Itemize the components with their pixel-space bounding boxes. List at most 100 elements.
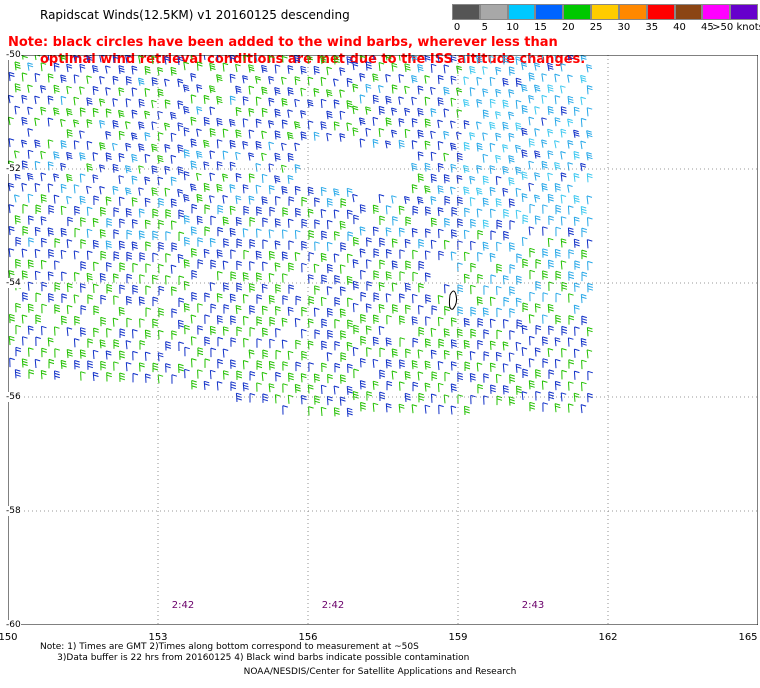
wind-barb [138,98,145,108]
wind-barb [9,357,15,368]
wind-barb [236,370,243,381]
wind-barb [398,227,405,237]
wind-barb [437,295,444,305]
wind-barb [456,65,463,74]
wind-barb [191,380,198,390]
wind-barb [79,195,86,205]
wind-barb [294,229,301,240]
wind-barb [54,282,61,292]
wind-barb [60,140,67,149]
wind-barb [567,74,573,83]
wind-barb [567,227,574,237]
wind-barb [216,74,223,83]
wind-barb [339,110,346,120]
wind-barb [490,230,497,240]
wind-barb [92,371,99,382]
wind-barb [495,175,502,186]
wind-barb [262,349,269,359]
wind-barb [112,55,119,63]
wind-barb [183,106,190,115]
wind-barb [321,274,328,285]
wind-barb [359,380,366,390]
wind-barb [391,348,398,358]
wind-barb [190,116,197,126]
wind-barb [411,316,418,326]
wind-barb [411,140,418,150]
wind-barb [548,281,554,291]
wind-barb [372,226,379,236]
wind-barb [48,358,55,369]
longitude-label: 165 [738,632,758,643]
wind-barb [340,330,347,340]
wind-barb [48,205,55,215]
wind-barb [463,99,470,108]
legend-swatch [563,4,592,20]
wind-barb [222,260,229,270]
wind-barb [152,296,159,307]
wind-barb [158,285,165,296]
wind-barb [183,215,190,225]
wind-barb [281,98,288,107]
wind-barb [463,141,470,152]
wind-barb [34,183,41,193]
wind-barb [294,164,301,174]
wind-barb [73,294,80,304]
wind-barb [197,325,203,335]
wind-barb [373,314,379,324]
wind-barb [138,121,145,130]
wind-barb [489,121,496,130]
wind-barb [132,284,139,295]
wind-barb [379,237,385,248]
wind-barb [34,248,41,259]
wind-barb [346,341,353,351]
wind-barb [476,55,483,64]
wind-barb [386,380,393,391]
wind-barb [275,349,282,360]
wind-barb [93,195,100,206]
wind-barb [216,249,223,259]
wind-barb [314,329,321,339]
wind-barb [314,219,320,229]
wind-barb [294,76,301,86]
wind-barb [196,215,203,225]
wind-barb [360,55,366,60]
wind-barb [164,56,171,65]
wind-barb [236,260,242,271]
wind-barb [567,140,574,149]
wind-barb [66,108,73,117]
wind-barb [555,226,562,237]
wind-barb [113,339,120,349]
wind-barb [352,105,359,115]
wind-barb [469,132,476,141]
wind-barb [477,252,483,262]
wind-barb [385,249,392,259]
wind-barb [275,306,281,316]
wind-barb [275,328,281,338]
wind-barb [586,195,593,205]
wind-barb [587,392,593,403]
wind-barb [262,261,268,271]
wind-barb [320,209,327,219]
wind-barb [21,116,28,126]
wind-barb [256,228,262,238]
wind-barb [54,348,60,358]
wind-barb [437,207,444,217]
wind-barb [190,55,193,60]
wind-barb [489,362,496,372]
wind-barb [275,284,281,294]
wind-barb [554,358,561,369]
wind-barb [40,370,47,380]
wind-barb [216,161,223,171]
wind-barb [404,392,411,402]
wind-barb [451,207,458,217]
wind-barb [424,140,431,150]
wind-barb [191,248,197,258]
wind-barb [125,121,131,130]
latitude-label: -56 [6,392,21,402]
wind-barb [365,325,372,335]
wind-barb [248,129,255,139]
wind-barb [450,55,457,63]
wind-barb [229,118,236,127]
wind-barb [314,395,320,405]
wind-barb [27,149,34,159]
